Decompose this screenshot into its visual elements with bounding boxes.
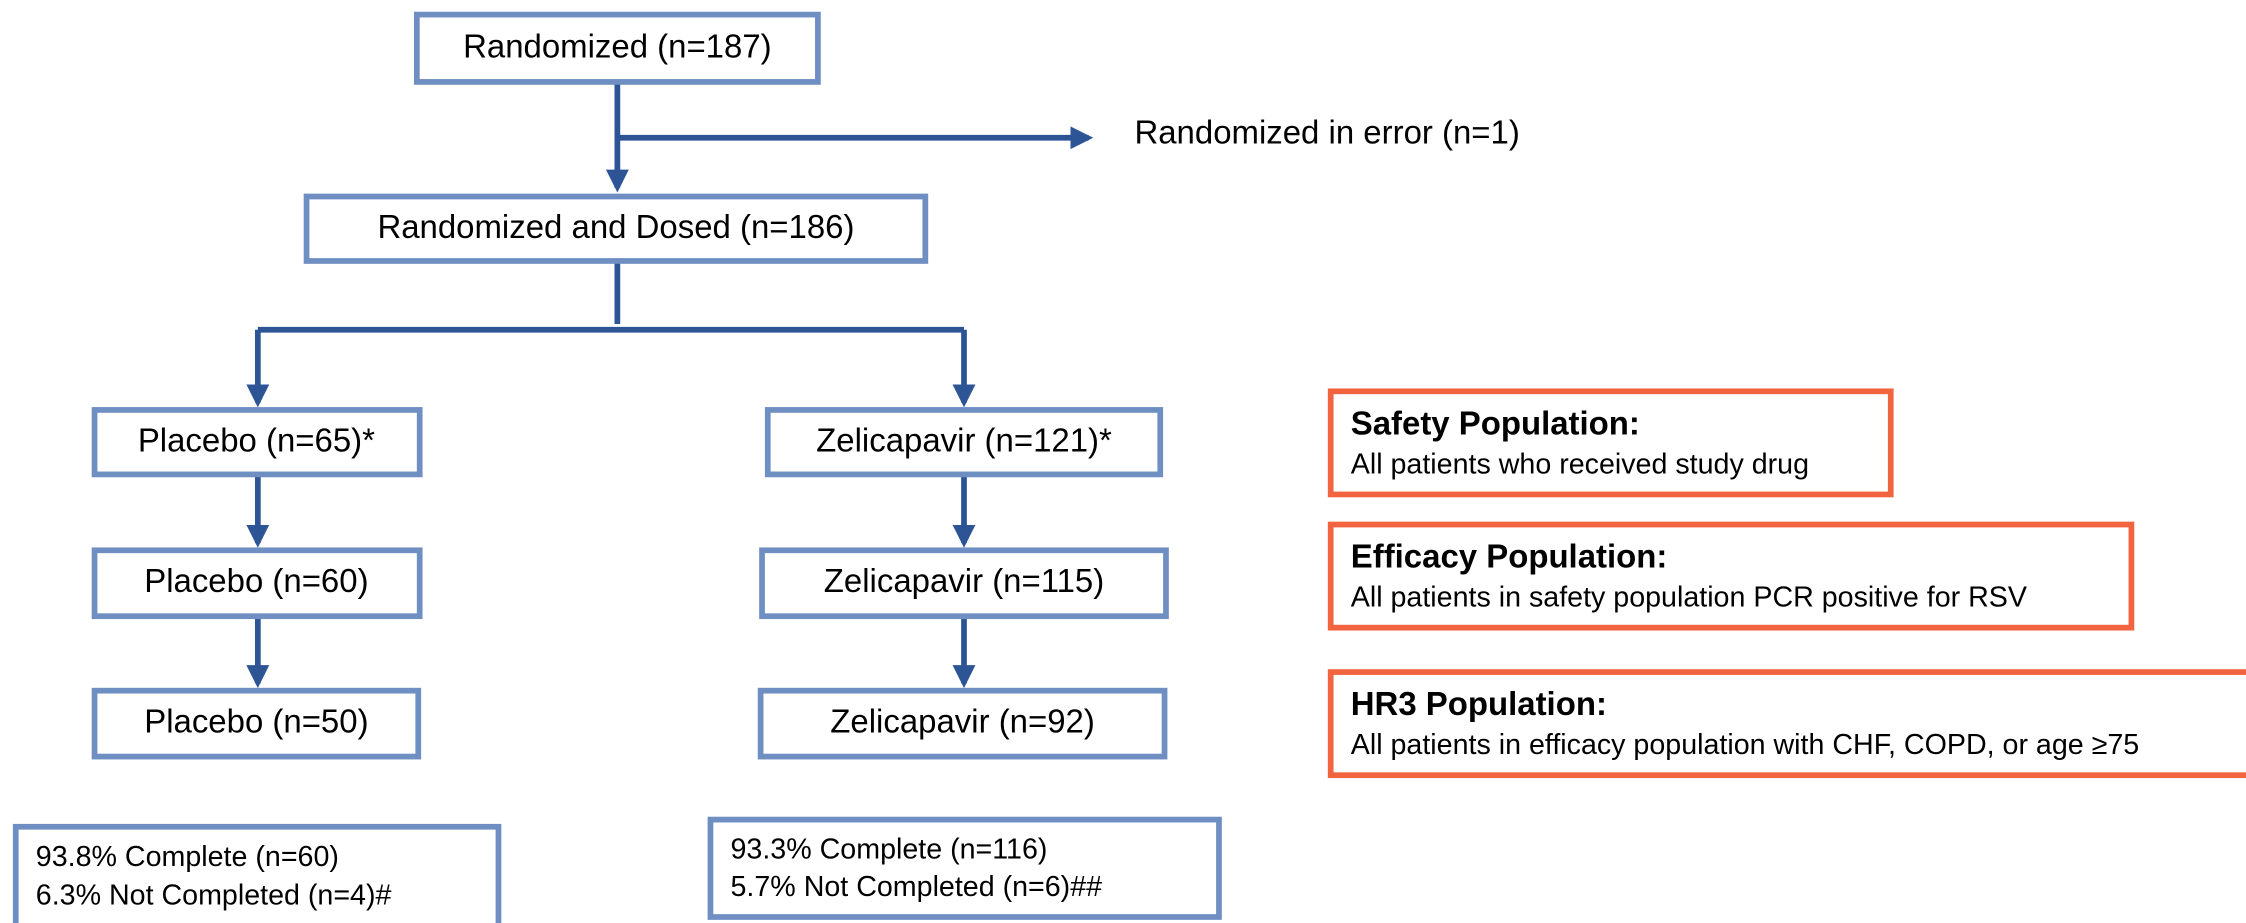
summary-box — [12, 823, 502, 923]
population-description: All patients in efficacy population with… — [1351, 729, 2139, 761]
population-title: Efficacy Population: — [1351, 538, 1668, 575]
population-box — [1327, 669, 2246, 779]
population-box — [1327, 521, 2135, 631]
node-label: Zelicapavir (n=92) — [830, 702, 1095, 739]
node-box — [91, 547, 423, 620]
node-box — [413, 11, 821, 85]
population-title: HR3 Population: — [1351, 685, 1607, 722]
summary-line: 93.8% Complete (n=60) — [36, 841, 339, 873]
node-box — [759, 547, 1169, 620]
population-title: Safety Population: — [1351, 404, 1640, 441]
population-box — [1327, 388, 1894, 498]
node-label: Placebo (n=50) — [144, 702, 368, 739]
node-label: Randomized and Dosed (n=186) — [377, 208, 854, 245]
summary-box — [707, 816, 1222, 920]
node-box — [91, 687, 422, 760]
connectors — [246, 81, 1094, 689]
summary-line: 93.3% Complete (n=116) — [731, 834, 1048, 866]
node-label: Placebo (n=65)* — [138, 422, 375, 459]
population-description: All patients in safety population PCR po… — [1351, 582, 2027, 614]
summary-line: 5.7% Not Completed (n=6)## — [731, 871, 1103, 903]
node-label: Placebo (n=60) — [144, 562, 368, 599]
node-label: Zelicapavir (n=115) — [824, 562, 1104, 599]
node-label: Randomized in error (n=1) — [1134, 114, 1519, 151]
node-box — [764, 407, 1164, 478]
node-box — [757, 687, 1168, 760]
population-description: All patients who received study drug — [1351, 448, 1809, 480]
node-label: Zelicapavir (n=121)* — [816, 422, 1112, 459]
node-box — [303, 193, 929, 264]
summary-line: 6.3% Not Completed (n=4)# — [36, 880, 392, 912]
node-box — [91, 407, 423, 478]
node-label: Randomized (n=187) — [463, 28, 772, 65]
